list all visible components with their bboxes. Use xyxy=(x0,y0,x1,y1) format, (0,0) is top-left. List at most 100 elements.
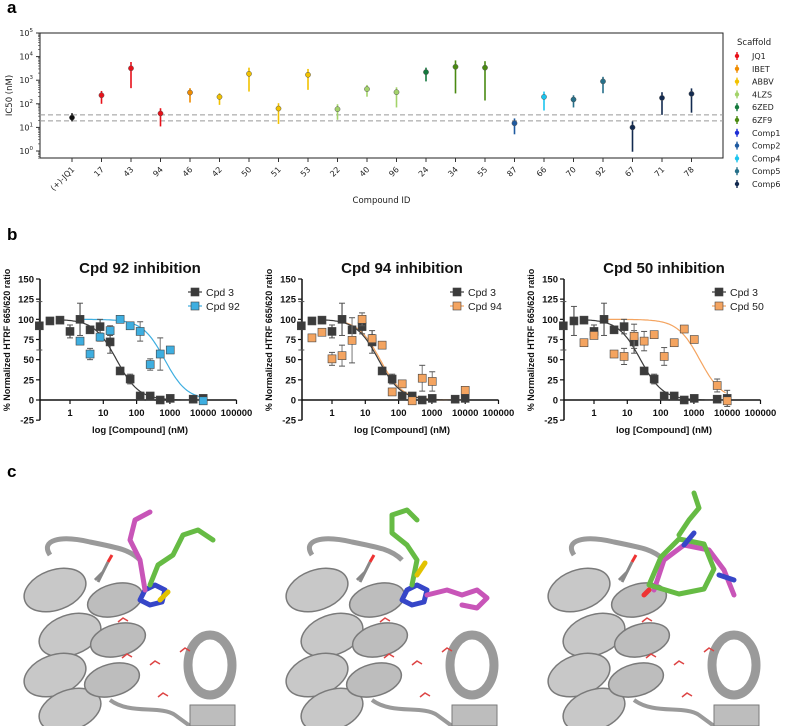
legend-entry: Cpd 94 xyxy=(468,301,502,313)
legend-marker xyxy=(734,169,740,174)
data-point xyxy=(559,321,568,331)
loop-ribbon xyxy=(45,536,142,562)
data-point xyxy=(135,327,145,336)
legend-entry: 6ZED xyxy=(752,103,774,112)
panel-label-a: a xyxy=(7,0,17,17)
y-tick-label: 50 xyxy=(285,355,296,366)
residue-sticks xyxy=(93,561,110,583)
data-point xyxy=(629,124,636,131)
x-tick-label: 94 xyxy=(151,165,165,179)
x-tick-label: 17 xyxy=(92,165,106,179)
legend-marker xyxy=(734,156,740,161)
data-point xyxy=(377,366,387,376)
y-tick-label: 75 xyxy=(547,335,558,346)
legend-marker xyxy=(734,117,740,123)
data-point xyxy=(679,395,689,405)
x-tick-label: 1000 xyxy=(421,408,442,419)
legend-entry: Cpd 3 xyxy=(206,287,234,299)
x-tick-label: (+)-JQ1 xyxy=(49,165,77,193)
y-tick-base: 10 xyxy=(19,123,29,132)
loop-ribbon xyxy=(569,536,666,562)
ligand-sticks xyxy=(399,582,430,608)
data-point xyxy=(334,106,341,113)
residue-oxygen xyxy=(368,554,376,563)
legend-entry: IBET xyxy=(752,65,770,74)
x-tick-label: 46 xyxy=(181,165,195,179)
water-molecule xyxy=(117,617,129,623)
panel-label-b: b xyxy=(7,225,18,244)
ligand-sticks xyxy=(676,490,702,538)
residue-sticks xyxy=(355,561,372,583)
data-point xyxy=(589,331,599,340)
data-point xyxy=(115,315,125,324)
data-point xyxy=(460,386,470,395)
data-point xyxy=(145,391,155,401)
y-tick-label: 75 xyxy=(23,335,34,346)
data-point xyxy=(679,324,689,334)
data-point xyxy=(407,396,417,406)
y-tick-label: 101 xyxy=(19,122,33,132)
helix-ribbon xyxy=(345,662,403,698)
y-tick-base: 10 xyxy=(19,29,29,38)
ligand-sticks xyxy=(651,542,737,598)
panel-label-c: c xyxy=(7,462,17,481)
y-tick-label: 50 xyxy=(547,355,558,366)
x-tick-label: 1000 xyxy=(159,408,180,419)
water-molecule xyxy=(383,653,395,659)
data-point xyxy=(98,92,105,99)
data-point xyxy=(649,330,659,339)
legend-marker xyxy=(714,301,724,311)
x-tick-label: 1 xyxy=(591,408,597,419)
legend-marker xyxy=(734,143,740,148)
water-molecule xyxy=(441,647,453,653)
helix-ribbon xyxy=(607,662,665,698)
helix-ribbon xyxy=(83,662,141,698)
y-tick-exponent: 5 xyxy=(30,28,34,34)
helix-ribbon xyxy=(38,687,102,726)
x-tick-label: 100000 xyxy=(483,408,515,419)
helix-ribbon xyxy=(562,687,626,726)
helix-ribbon xyxy=(89,622,147,658)
data-point xyxy=(600,78,606,85)
data-point xyxy=(689,335,699,344)
legend-entry: 6ZF9 xyxy=(752,116,772,125)
ligand-sticks xyxy=(681,530,737,583)
data-point xyxy=(297,321,306,331)
data-point xyxy=(427,377,437,386)
data-point xyxy=(367,334,377,343)
data-point xyxy=(347,336,357,345)
y-tick-label: 25 xyxy=(547,375,558,386)
data-point xyxy=(305,71,311,78)
data-point xyxy=(722,396,732,406)
x-tick-label: 10 xyxy=(360,408,371,419)
helix-ribbon xyxy=(562,612,626,658)
data-point xyxy=(75,336,85,346)
y-tick-label: 50 xyxy=(23,355,34,366)
data-point xyxy=(307,316,317,326)
chart-title: Cpd 94 inhibition xyxy=(341,260,463,277)
data-point xyxy=(397,379,407,389)
legend-marker xyxy=(734,105,740,110)
legend-marker xyxy=(734,53,740,59)
water-molecule xyxy=(379,617,391,623)
data-point xyxy=(609,349,619,359)
legend-marker xyxy=(734,181,740,187)
data-point xyxy=(337,351,347,360)
helix-ribbon xyxy=(285,567,349,613)
x-tick-label: 55 xyxy=(476,165,490,179)
legend-marker xyxy=(734,130,740,135)
data-point xyxy=(85,325,95,335)
y-tick-label: 125 xyxy=(280,295,297,306)
legend-entry: JQ1 xyxy=(751,52,766,61)
legend-entry: Comp2 xyxy=(752,142,780,151)
legend-marker xyxy=(452,301,462,311)
coil-ribbon xyxy=(183,630,237,700)
water-molecule xyxy=(673,660,685,666)
ligand-sticks xyxy=(414,560,428,578)
x-tick-label: 100 xyxy=(129,408,145,419)
data-point xyxy=(155,349,165,359)
y-tick-label: 104 xyxy=(19,52,33,62)
data-point xyxy=(45,316,55,326)
x-tick-label: 53 xyxy=(299,165,313,179)
